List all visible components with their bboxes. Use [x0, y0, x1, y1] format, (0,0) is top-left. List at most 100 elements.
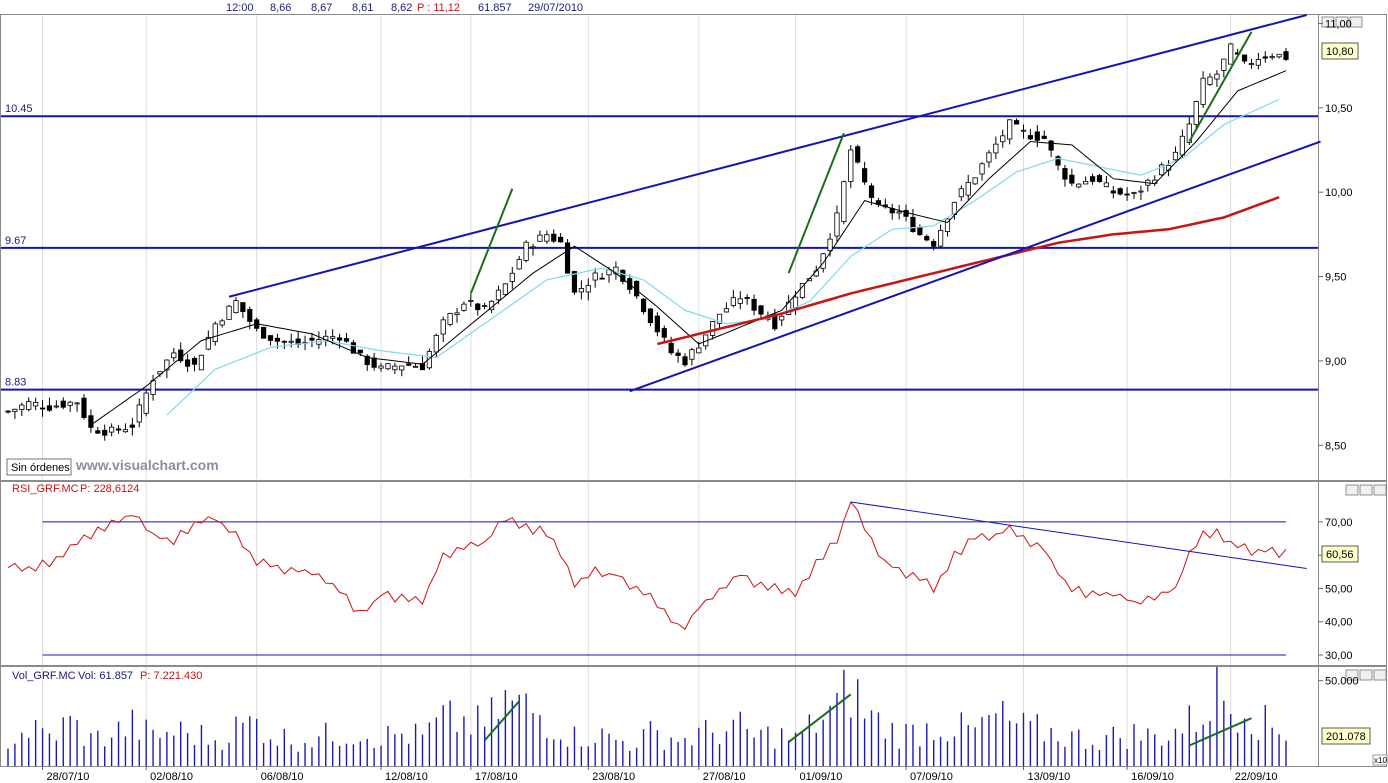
candle-body: [109, 426, 115, 433]
candle-body: [1207, 76, 1213, 85]
candle-body: [357, 349, 363, 354]
candle-body: [523, 241, 529, 261]
maximize-button[interactable]: [1335, 16, 1349, 28]
orders-button[interactable]: [6, 458, 72, 476]
candle-body: [461, 303, 467, 311]
candle-body: [937, 229, 944, 247]
candle-body: [551, 233, 557, 242]
candle-body: [350, 342, 357, 354]
minimize-button[interactable]: [1321, 16, 1335, 28]
candle-body: [1041, 135, 1047, 139]
rsi-title: RSI_GRF.MC: [12, 483, 79, 495]
candle-body: [592, 272, 598, 281]
candle-body: [309, 337, 315, 341]
date-tick-label: 28/07/10: [47, 771, 90, 783]
candle-body: [281, 340, 287, 343]
candle-body: [1248, 63, 1255, 66]
rsi-panel-controls[interactable]: [1345, 484, 1387, 496]
candle-body: [447, 312, 453, 325]
price-panel-controls[interactable]: [1321, 16, 1363, 28]
vol-maximize-button[interactable]: [1359, 669, 1373, 681]
date-tick-label: 13/09/10: [1027, 771, 1070, 783]
volume-last-badge: [1321, 727, 1371, 745]
candle-body: [150, 380, 156, 395]
date-tick-label: 07/09/10: [910, 771, 953, 783]
rsi-last-value: 60,56: [1326, 549, 1354, 561]
candle-body: [1110, 190, 1116, 194]
candle-body: [378, 365, 384, 369]
candle-body: [185, 359, 191, 367]
candle-body: [1283, 51, 1289, 60]
rsi-close-button[interactable]: [1373, 484, 1387, 496]
candle-body: [1076, 183, 1082, 188]
rsi-header-value: P: 228,6124: [80, 483, 139, 495]
date-tick-label: 23/08/10: [592, 771, 635, 783]
rsi-minimize-button[interactable]: [1345, 484, 1359, 496]
volume-green-line: [1188, 717, 1252, 747]
header-close: 8,62: [391, 2, 412, 14]
candle-body: [129, 424, 135, 428]
candle-body: [599, 277, 605, 280]
candle-body: [1027, 135, 1033, 140]
close-button[interactable]: [1349, 16, 1363, 28]
candle-body: [917, 227, 923, 236]
scale-note: x10: [1374, 756, 1387, 765]
candle-body: [792, 296, 799, 309]
candle-body: [1020, 129, 1027, 132]
candle-body: [689, 349, 695, 360]
green-trendline: [787, 132, 845, 274]
rsi-maximize-button[interactable]: [1359, 484, 1373, 496]
candle-body: [392, 365, 398, 371]
rsi-tick-label: 40,00: [1325, 617, 1353, 629]
candle-body: [737, 298, 743, 304]
candle-body: [834, 212, 840, 237]
candle-body: [495, 289, 502, 301]
candle-body: [779, 315, 785, 321]
candle-body: [1103, 182, 1109, 188]
candle-body: [986, 152, 992, 163]
moving-average-short: [90, 70, 1287, 426]
candle-body: [274, 337, 281, 342]
candle-body: [1117, 188, 1123, 195]
price-tick-label: 8,50: [1325, 440, 1346, 452]
vol-minimize-button[interactable]: [1345, 669, 1359, 681]
candle-body: [716, 313, 723, 324]
candle-body: [723, 308, 730, 313]
candle-body: [454, 312, 460, 315]
candle-body: [406, 363, 412, 366]
candle-body: [502, 283, 508, 295]
candle-body: [440, 319, 446, 335]
candle-body: [668, 342, 674, 354]
candle-body: [330, 336, 336, 339]
candle-body: [1007, 119, 1013, 140]
candle-body: [620, 269, 626, 282]
candle-body: [1241, 54, 1248, 62]
candle-body: [710, 321, 716, 336]
candle-body: [219, 320, 225, 326]
volume-panel-controls[interactable]: [1345, 669, 1387, 681]
volume-header-p: P: 7.221.430: [140, 670, 202, 682]
header-date: 29/07/2010: [528, 2, 583, 14]
level-label-8-83: 8.83: [5, 377, 26, 389]
candle-body: [191, 357, 198, 365]
candle-body: [972, 177, 978, 185]
volume-series: [7, 667, 1287, 766]
candle-body: [868, 185, 875, 198]
candle-body: [336, 337, 343, 341]
candle-body: [81, 397, 87, 418]
candle-body: [102, 429, 108, 436]
price-last-badge: [1321, 42, 1359, 60]
candle-body: [412, 365, 419, 368]
channel-trendline: [629, 140, 1321, 393]
candle-body: [164, 359, 170, 371]
candle-body: [399, 365, 405, 371]
candle-body: [813, 270, 819, 277]
price-tick-label: 11,00: [1325, 18, 1352, 30]
rsi-tick-label: 70,00: [1325, 517, 1353, 529]
vol-close-button[interactable]: [1373, 669, 1387, 681]
candle-body: [640, 298, 647, 313]
candle-body: [371, 357, 377, 368]
watermark: www.visualchart.com: [75, 457, 219, 473]
candle-body: [122, 429, 129, 433]
date-tick-label: 27/08/10: [703, 771, 746, 783]
